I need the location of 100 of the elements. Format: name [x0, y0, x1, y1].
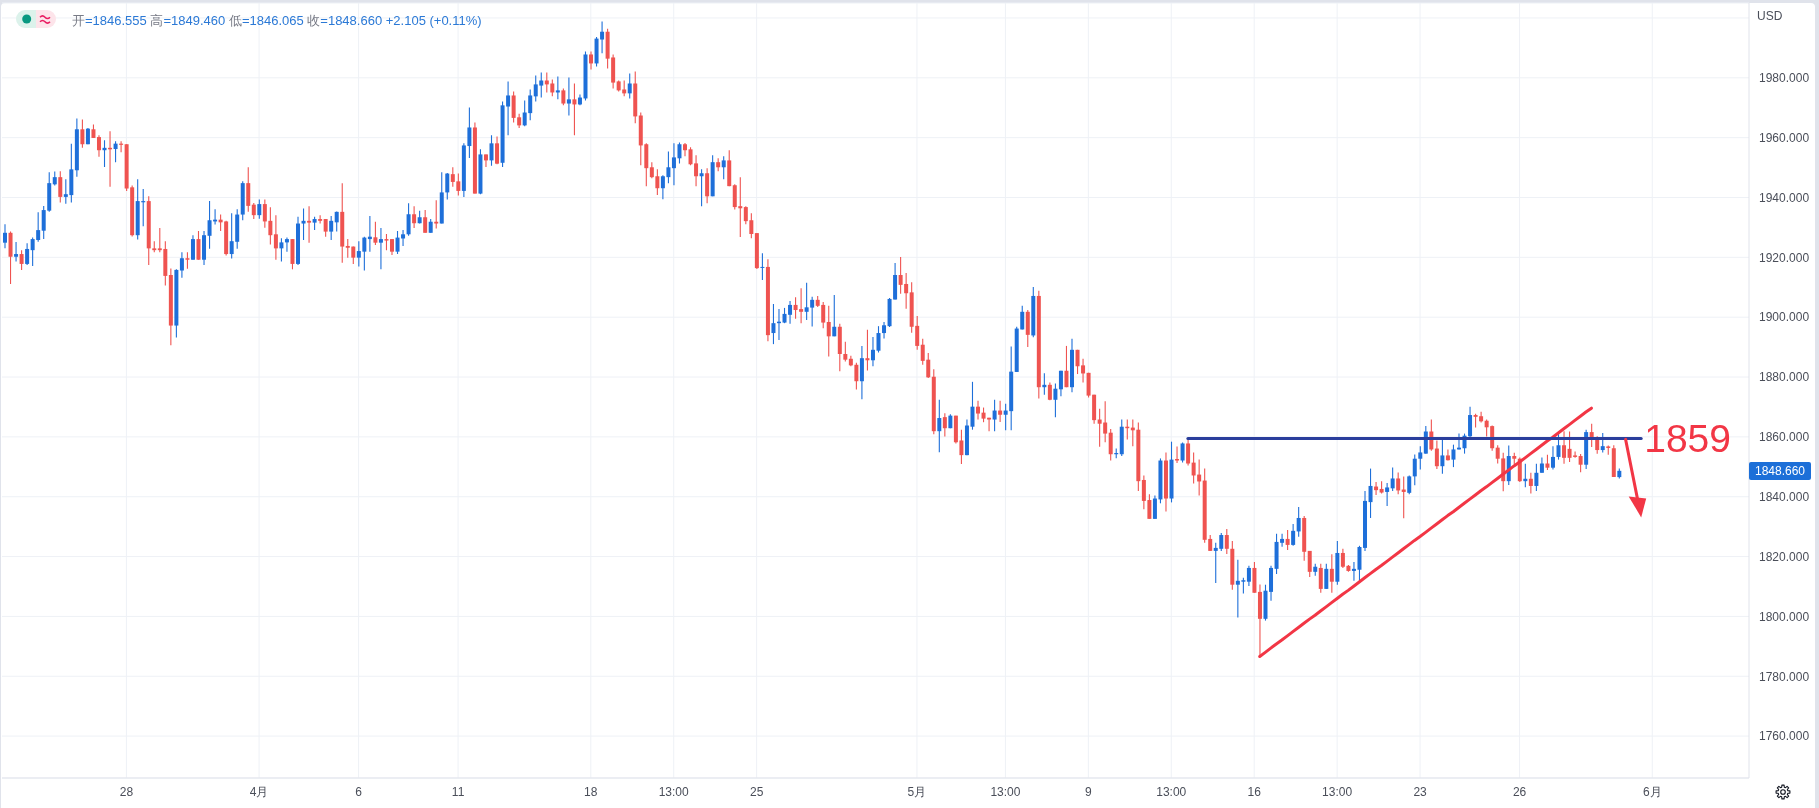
- candlestick: [1108, 428, 1113, 462]
- series-label: 1859: [1644, 416, 1731, 460]
- candlestick: [1175, 445, 1180, 464]
- candlestick: [301, 208, 306, 241]
- candlestick: [859, 345, 864, 400]
- y-axis-title: USD: [1757, 9, 1783, 23]
- candlestick: [96, 134, 101, 158]
- candlestick: [566, 76, 571, 117]
- y-tick-label: 1940.000: [1759, 190, 1810, 205]
- candlestick: [1390, 466, 1395, 492]
- candlestick: [1003, 403, 1008, 431]
- candlestick: [992, 399, 997, 432]
- y-tick-label: 1840.000: [1759, 489, 1810, 504]
- candlestick: [406, 202, 411, 237]
- candlestick: [937, 399, 942, 453]
- candlestick: [412, 205, 417, 229]
- candlestick: [257, 199, 262, 220]
- candlestick: [378, 227, 383, 270]
- candlestick: [262, 199, 267, 229]
- candlestick: [1445, 448, 1450, 462]
- candlestick: [721, 155, 726, 180]
- x-tick-label: 5月: [907, 785, 927, 799]
- candlestick: [8, 231, 13, 285]
- candlestick: [19, 249, 24, 271]
- candlestick: [1528, 472, 1533, 494]
- candlestick: [683, 142, 687, 157]
- candlestick: [1291, 523, 1296, 547]
- candlestick: [495, 135, 500, 165]
- candlestick: [373, 221, 378, 246]
- candlestick: [1600, 432, 1605, 453]
- x-tick-label: 26: [1512, 785, 1527, 799]
- candlestick: [1556, 433, 1561, 461]
- candlestick: [1385, 482, 1390, 507]
- candlestick: [843, 341, 848, 363]
- candlestick: [1329, 553, 1334, 594]
- candlestick: [589, 50, 594, 70]
- candlestick: [273, 214, 278, 261]
- candlestick: [489, 134, 494, 167]
- candlestick: [1064, 345, 1069, 388]
- candlestick: [1246, 565, 1251, 587]
- candlestick: [1186, 438, 1191, 467]
- candlestick: [627, 73, 632, 99]
- y-tick-label: 1820.000: [1759, 549, 1810, 564]
- candlestick: [1562, 430, 1567, 465]
- x-tick-label: 6月: [1642, 785, 1662, 799]
- x-tick-label: 13:00: [990, 785, 1021, 799]
- x-tick-label: 11: [451, 785, 465, 799]
- candlestick: [1025, 309, 1030, 348]
- x-tick-label: 4月: [249, 785, 269, 799]
- candlestick: [483, 153, 488, 168]
- text: 1848.660: [1754, 463, 1806, 478]
- candlestick: [826, 305, 831, 357]
- candlestick: [1318, 563, 1323, 594]
- y-tick-label: 1980.000: [1759, 71, 1810, 86]
- candlestick: [1191, 451, 1196, 485]
- y-tick-label: 1900.000: [1759, 310, 1810, 325]
- candlestick: [870, 336, 875, 367]
- candlestick: [1152, 494, 1157, 520]
- candlestick: [865, 329, 870, 371]
- candlestick: [1053, 383, 1058, 418]
- candlestick: [1307, 550, 1312, 578]
- candlestick: [572, 82, 577, 136]
- candlestick: [395, 230, 400, 255]
- candlestick: [771, 303, 776, 345]
- line-series: [1258, 406, 1593, 659]
- candlestick: [1396, 471, 1401, 495]
- candlestick: [1534, 463, 1539, 492]
- candlestick: [555, 76, 560, 100]
- candlestick: [279, 237, 284, 263]
- candlestick: [1324, 563, 1329, 590]
- candlestick: [307, 205, 312, 244]
- candlestick: [976, 400, 981, 421]
- candlestick: [760, 252, 765, 281]
- candlestick: [423, 209, 428, 234]
- candlestick: [196, 230, 201, 261]
- annotation: 开=1846.555 高=1849.460 低=1846.065 收=1848.660 +2.105 (+0.11%): [72, 13, 482, 28]
- x-tick-label: 16: [1247, 785, 1262, 799]
- candlestick: [705, 167, 710, 204]
- x-tick-label: 25: [749, 785, 764, 799]
- candlestick: [1550, 445, 1555, 471]
- x-tick-label: 13:00: [1156, 785, 1187, 799]
- candlestick: [434, 199, 439, 230]
- candlestick: [179, 251, 184, 279]
- candlestick: [445, 172, 450, 201]
- candlestick: [113, 140, 118, 163]
- candlestick: [998, 400, 1003, 423]
- x-tick-label: 9: [1085, 785, 1092, 799]
- candlestick: [1368, 468, 1373, 519]
- candlestick: [329, 215, 334, 241]
- x-tick-label: 13:00: [658, 785, 690, 799]
- candlestick: [1578, 453, 1583, 473]
- y-tick-label: 1780.000: [1759, 669, 1810, 684]
- candlestick: [1285, 529, 1290, 551]
- candlestick: [1224, 528, 1229, 555]
- candlestick: [318, 214, 323, 225]
- candlestick: [1269, 565, 1274, 602]
- candlestick: [268, 206, 273, 246]
- candlestick: [1412, 453, 1417, 486]
- y-tick-label: 1880.000: [1759, 370, 1810, 385]
- x-tick-label: 6: [355, 785, 363, 799]
